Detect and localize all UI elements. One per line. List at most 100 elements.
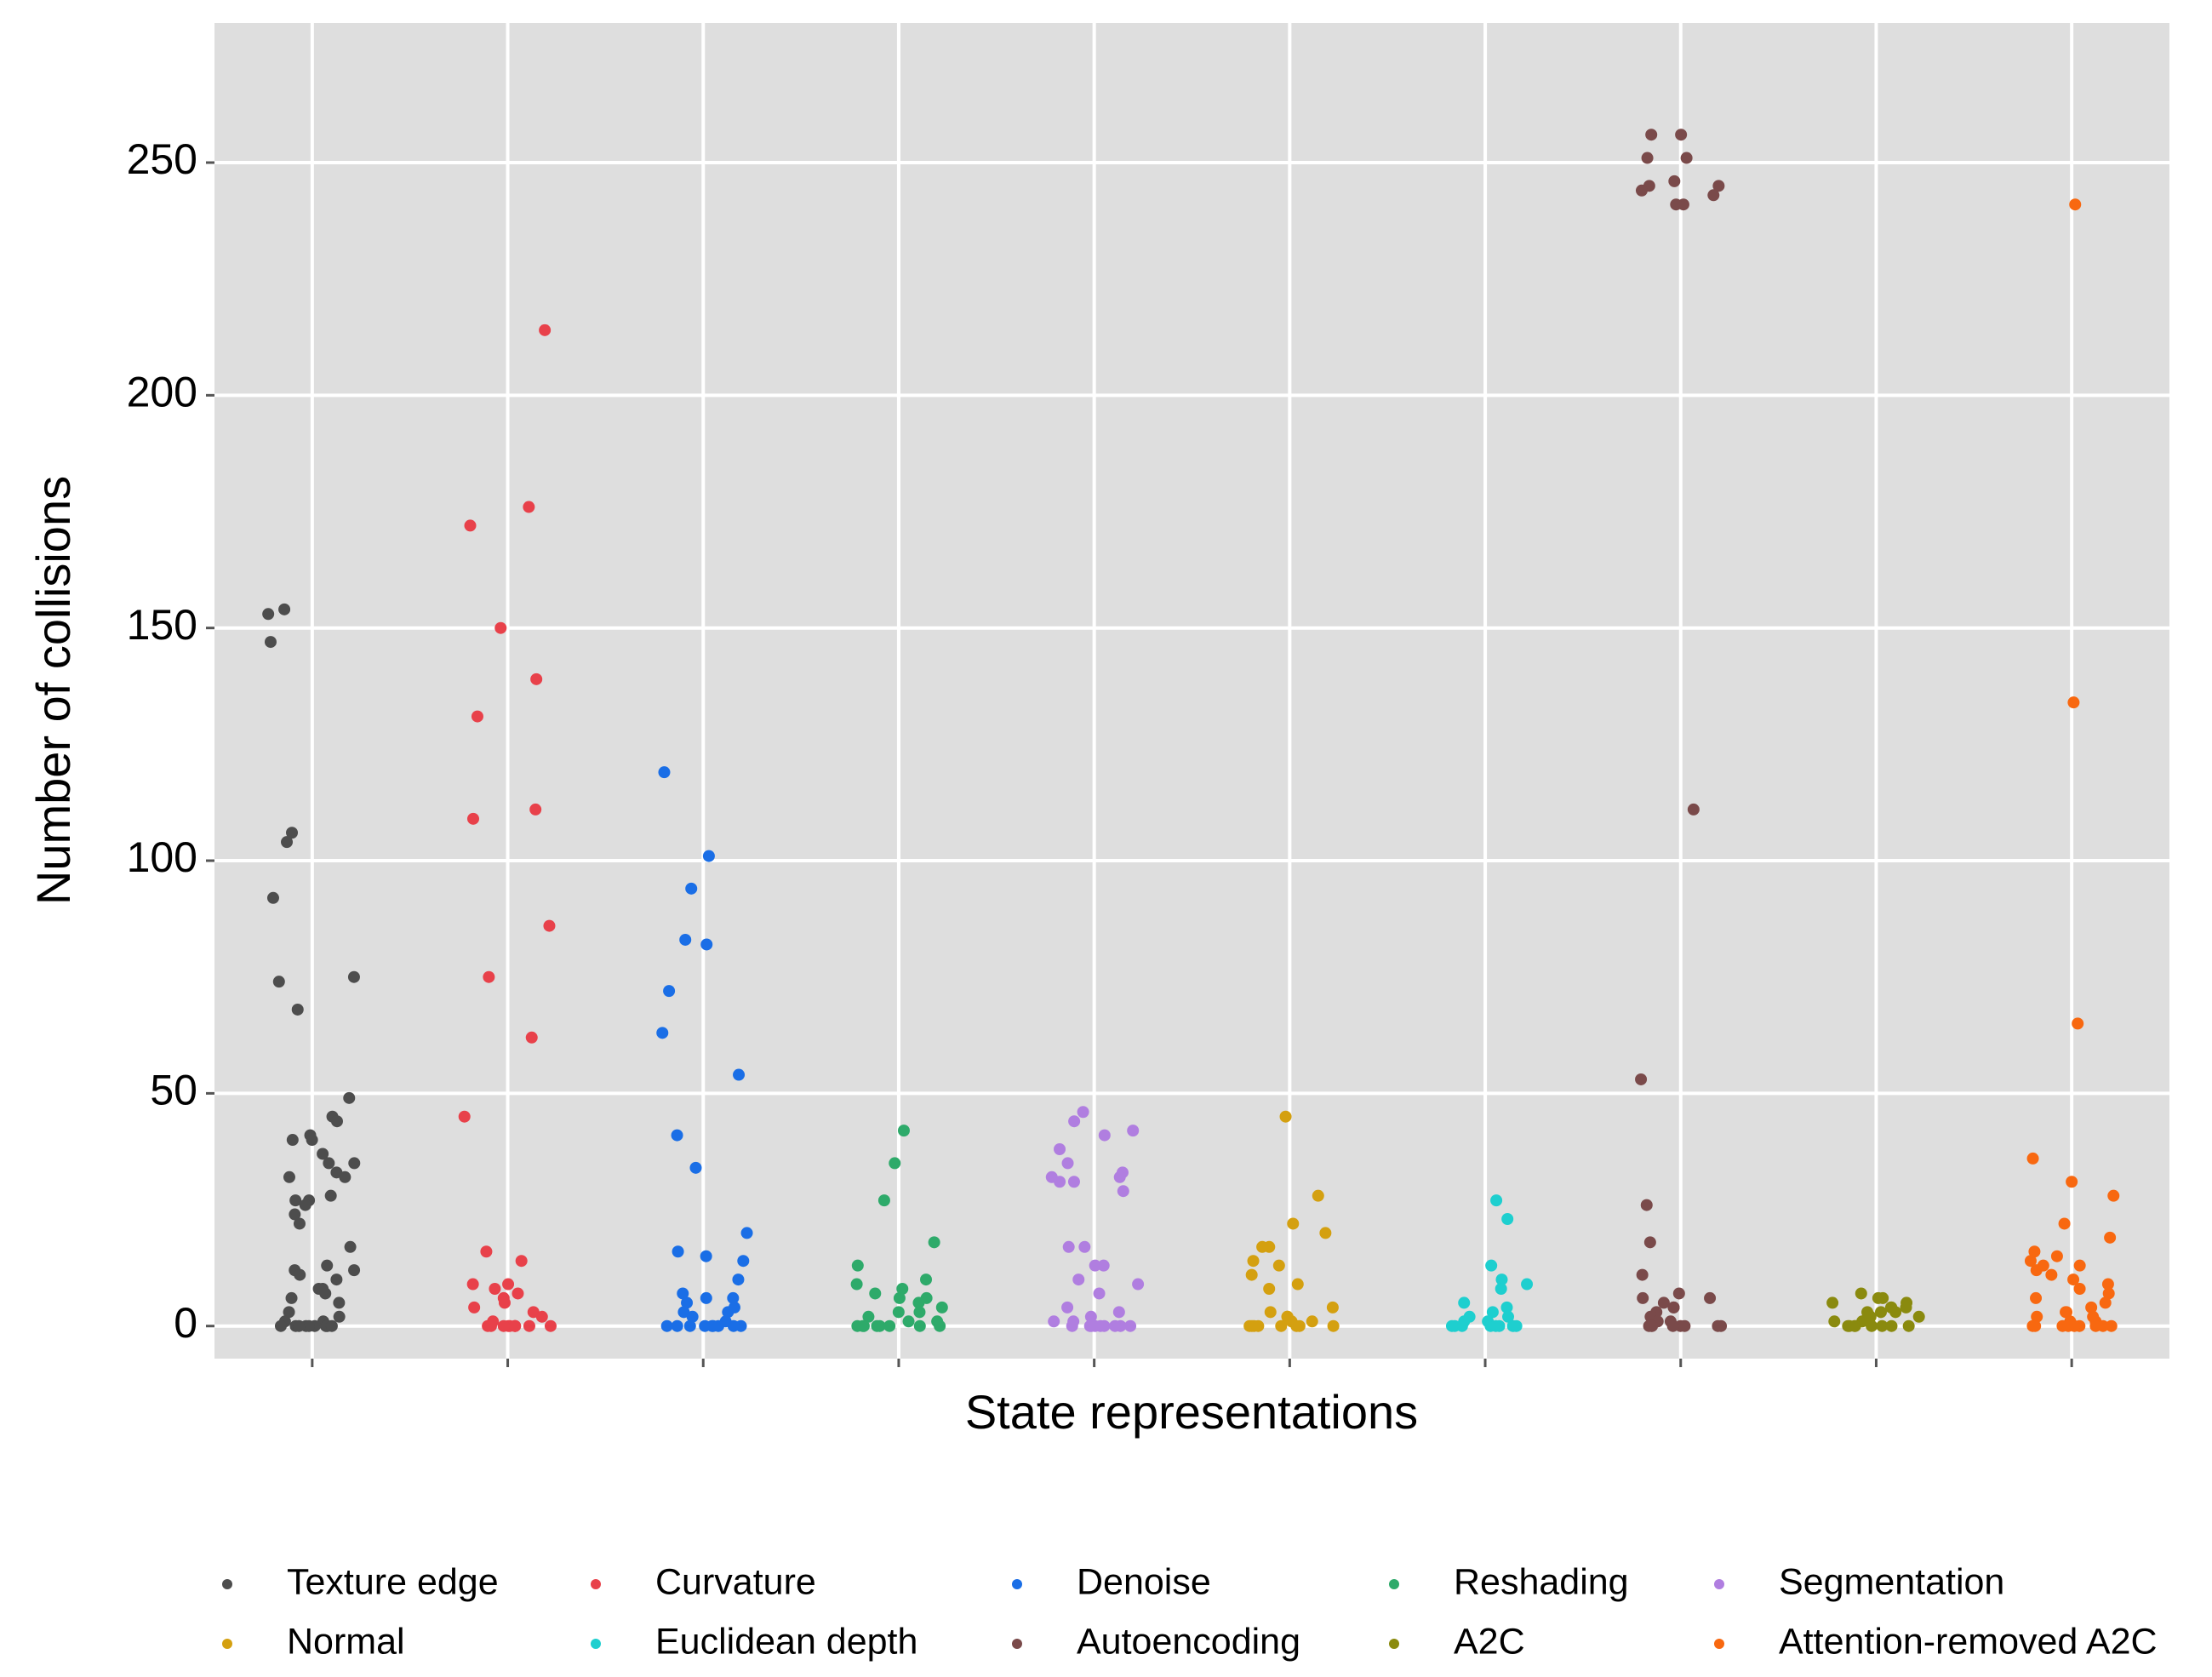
point: [286, 827, 299, 839]
point: [1521, 1278, 1534, 1291]
point: [681, 1296, 694, 1309]
point: [303, 1319, 316, 1332]
legend-label: Denoise: [1077, 1561, 1211, 1602]
legend-key: [591, 1579, 601, 1589]
point: [2101, 1278, 2114, 1291]
point: [319, 1287, 332, 1300]
point: [700, 938, 713, 951]
point: [913, 1319, 926, 1332]
point: [512, 1287, 524, 1300]
point: [2058, 1217, 2071, 1230]
legend-label: Euclidean depth: [655, 1621, 917, 1662]
point: [539, 323, 552, 336]
point: [283, 1306, 295, 1319]
point: [289, 1208, 301, 1221]
point: [1093, 1287, 1106, 1300]
point: [1636, 1268, 1649, 1281]
point: [737, 1255, 750, 1268]
point: [2072, 1017, 2084, 1030]
point: [1061, 1157, 1074, 1170]
point: [1089, 1259, 1101, 1272]
point: [324, 1189, 337, 1202]
point: [679, 933, 692, 946]
legend-key: [1389, 1579, 1399, 1589]
point: [1061, 1301, 1074, 1314]
point: [1067, 1176, 1080, 1188]
point: [1048, 1315, 1060, 1328]
point: [1889, 1306, 1902, 1319]
point: [1291, 1278, 1304, 1291]
point: [466, 1278, 479, 1291]
point: [1054, 1142, 1066, 1155]
point: [1712, 180, 1725, 192]
point: [343, 1091, 356, 1104]
point: [850, 1278, 863, 1291]
point: [1117, 1185, 1129, 1198]
point: [1094, 1319, 1106, 1332]
point: [913, 1306, 926, 1319]
point: [856, 1319, 869, 1332]
point: [1458, 1296, 1471, 1309]
point: [266, 891, 279, 904]
point: [934, 1319, 946, 1332]
legend-label: Normal: [287, 1621, 405, 1662]
point: [677, 1306, 690, 1319]
point: [928, 1236, 940, 1249]
point: [733, 1068, 746, 1081]
point: [702, 850, 715, 862]
point: [333, 1310, 346, 1323]
point: [685, 882, 698, 895]
point: [293, 1319, 306, 1332]
point: [862, 1310, 875, 1323]
point: [1828, 1315, 1841, 1328]
point: [851, 1259, 864, 1272]
point: [523, 1319, 535, 1332]
point: [2045, 1268, 2058, 1281]
point: [330, 1115, 343, 1128]
point: [683, 1319, 696, 1332]
point: [339, 1170, 352, 1183]
y-tick-label: 100: [127, 833, 197, 881]
point: [502, 1278, 515, 1291]
point: [2067, 1273, 2080, 1286]
point: [464, 519, 477, 532]
point: [1635, 184, 1648, 197]
point: [2031, 1310, 2043, 1323]
point: [1502, 1310, 1515, 1323]
legend-key: [1714, 1579, 1724, 1589]
point: [468, 1301, 481, 1314]
point: [2085, 1301, 2098, 1314]
point: [912, 1296, 925, 1309]
point: [1495, 1282, 1507, 1295]
point: [1635, 1073, 1648, 1085]
point: [1500, 1301, 1513, 1314]
point: [285, 1291, 298, 1304]
point: [321, 1259, 334, 1272]
point: [483, 970, 495, 983]
point: [2026, 1152, 2039, 1165]
legend-label: Curvature: [655, 1561, 816, 1602]
point: [2069, 198, 2082, 211]
point: [1247, 1255, 1260, 1268]
point: [1900, 1301, 1912, 1314]
point: [489, 1282, 501, 1295]
point: [1670, 198, 1683, 211]
point: [1124, 1319, 1137, 1332]
point: [1290, 1319, 1303, 1332]
point: [1263, 1282, 1276, 1295]
legend-label: Texture edge: [287, 1561, 499, 1602]
point: [1855, 1287, 1867, 1300]
point: [1641, 152, 1654, 164]
point: [896, 1282, 909, 1295]
point: [1666, 1319, 1679, 1332]
point: [727, 1291, 740, 1304]
point: [1876, 1319, 1889, 1332]
point: [1849, 1319, 1861, 1332]
point: [347, 970, 360, 983]
point: [2030, 1264, 2043, 1277]
point: [1501, 1212, 1514, 1225]
point: [1704, 1291, 1717, 1304]
point: [497, 1319, 510, 1332]
point: [2024, 1255, 2037, 1268]
